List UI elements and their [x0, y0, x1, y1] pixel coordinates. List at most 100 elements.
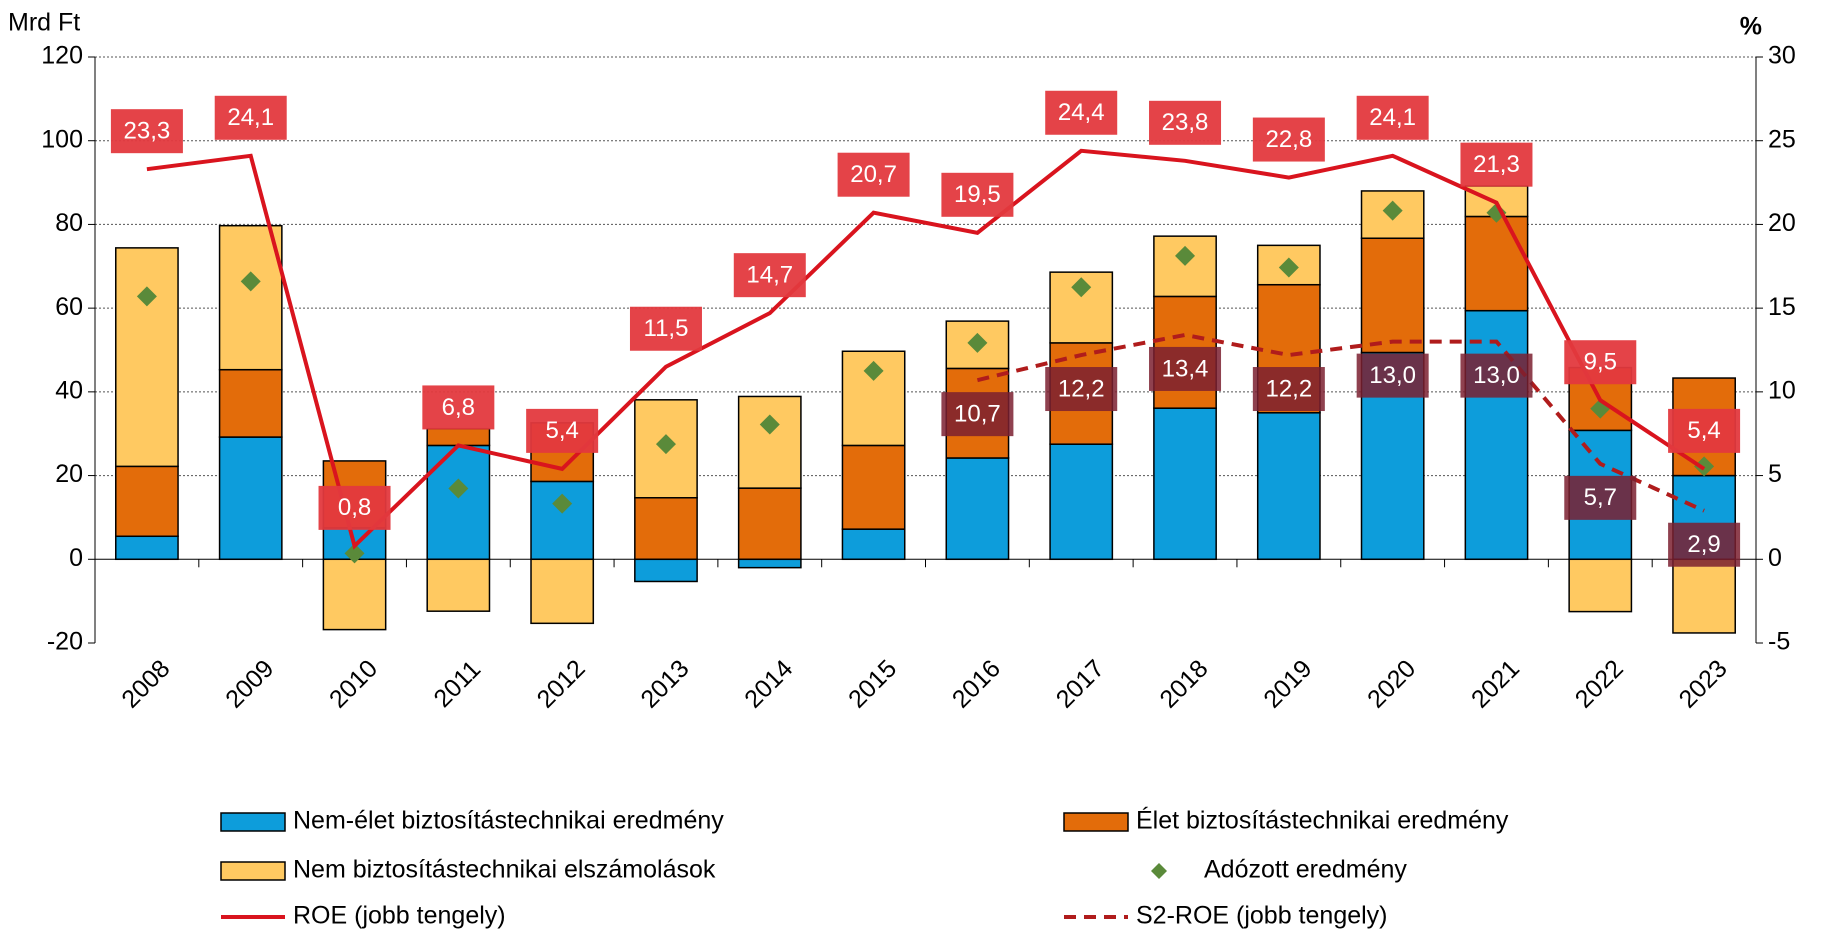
data-label-box: [1668, 408, 1741, 453]
line: [976, 332, 1705, 513]
scatter-point: [1175, 245, 1196, 266]
legend-label: S2-ROE (jobb tengely): [1136, 902, 1388, 930]
y-axis-label: Mrd Ft: [8, 9, 80, 37]
y-tick-label: 20: [55, 460, 83, 488]
y2-tick-label: 20: [1768, 209, 1796, 237]
bar: [426, 427, 491, 447]
x-tick-label: 2010: [324, 654, 383, 713]
y-tick-label: 40: [55, 376, 83, 404]
data-label-box: [1356, 353, 1429, 398]
scatter-point: [1382, 200, 1403, 221]
data-label-box: [733, 253, 806, 298]
scatter-point: [136, 286, 157, 307]
data-label-box: [1356, 95, 1429, 140]
scatter-point: [552, 493, 573, 514]
data-label: 2,9: [1687, 531, 1720, 558]
bar: [1153, 407, 1217, 561]
x-tick-label: 2020: [1362, 654, 1421, 713]
y2-tick-label: 5: [1768, 460, 1782, 488]
bar: [634, 558, 698, 583]
x-tick-label: 2017: [1051, 654, 1110, 713]
y2-axis-label: %: [1740, 13, 1762, 41]
x-tick-label: 2014: [739, 654, 798, 713]
bar: [322, 558, 387, 631]
x-tick-label: 2008: [116, 654, 175, 713]
data-label: 0,8: [338, 494, 371, 521]
bar: [1256, 412, 1321, 561]
data-label-box: [1564, 340, 1637, 385]
data-label: 24,4: [1058, 99, 1105, 126]
scatter-point: [863, 360, 884, 381]
bar: [1153, 235, 1217, 298]
data-label: 23,8: [1162, 109, 1209, 136]
bar: [1360, 237, 1425, 354]
y2-tick-label: 25: [1768, 125, 1796, 153]
bar: [1568, 558, 1633, 613]
y-tick-label: 0: [69, 544, 83, 572]
y2-tick-label: 30: [1768, 42, 1796, 70]
bar: [218, 436, 283, 561]
bar: [737, 558, 802, 569]
bar: [115, 247, 179, 468]
legend-label: ROE (jobb tengely): [293, 902, 506, 930]
y-tick-label: 80: [55, 209, 83, 237]
x-tick-label: 2016: [947, 654, 1006, 713]
legend-marker: [1151, 863, 1167, 879]
bar: [115, 535, 179, 561]
data-label: 12,2: [1058, 375, 1105, 402]
x-tick-label: 2011: [428, 655, 486, 713]
data-label: 10,7: [954, 400, 1001, 427]
data-label-box: [1668, 522, 1741, 567]
scatter-point: [655, 434, 676, 455]
legend-marker: [1063, 812, 1129, 832]
data-label: 24,1: [1369, 104, 1416, 131]
bar: [1464, 215, 1529, 312]
scatter-point: [1694, 456, 1715, 477]
data-label-box: [110, 109, 183, 154]
data-label-box: [1149, 100, 1222, 145]
data-label: 20,7: [850, 161, 897, 188]
data-label: 21,3: [1473, 151, 1520, 178]
x-tick-label: 2018: [1154, 654, 1213, 713]
x-tick-label: 2019: [1258, 654, 1317, 713]
bar: [737, 487, 802, 561]
bar: [218, 224, 283, 371]
legend-label: Élet biztosítástechnikai eredmény: [1136, 806, 1509, 835]
bar: [115, 465, 179, 538]
data-label: 5,4: [545, 417, 578, 444]
data-label: 13,4: [1162, 355, 1209, 382]
bar: [530, 480, 595, 561]
data-label-box: [1045, 90, 1118, 135]
data-label-box: [1460, 142, 1533, 187]
bar: [426, 444, 491, 561]
bar: [218, 368, 283, 438]
data-label-box: [526, 408, 599, 453]
y2-tick-label: 15: [1768, 293, 1796, 321]
scatter-point: [240, 271, 261, 292]
data-label-box: [941, 172, 1014, 217]
y-tick-label: 60: [55, 293, 83, 321]
legend-label: Nem-élet biztosítástechnikai eredmény: [293, 807, 724, 835]
data-label-box: [1045, 367, 1118, 412]
scatter-point: [967, 332, 988, 353]
data-label-box: [422, 385, 495, 430]
data-label-box: [1252, 117, 1325, 162]
bar: [945, 457, 1010, 561]
data-label: 13,0: [1473, 362, 1520, 389]
data-label-box: [1149, 346, 1222, 391]
data-label: 12,2: [1265, 375, 1312, 402]
data-label-box: [214, 95, 287, 140]
bar: [530, 558, 595, 625]
data-label-box: [629, 306, 702, 351]
bar: [841, 528, 906, 561]
data-label: 24,1: [227, 104, 274, 131]
bar: [634, 497, 698, 561]
data-label: 19,5: [954, 181, 1001, 208]
data-label: 9,5: [1584, 349, 1617, 376]
bar: [1464, 309, 1529, 561]
data-label: 6,8: [442, 394, 475, 421]
bar: [1672, 558, 1736, 634]
legend-marker: [220, 812, 286, 832]
data-label: 5,7: [1584, 484, 1617, 511]
